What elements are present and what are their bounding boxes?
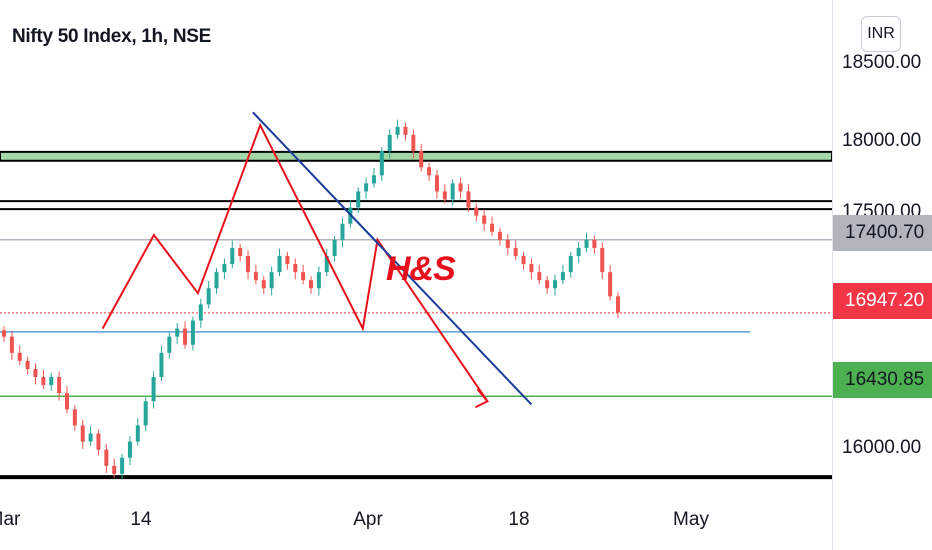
candle-body [143, 401, 148, 426]
candle-body [332, 239, 337, 256]
candle-body [127, 441, 132, 458]
current-price-label: 16947.20 [833, 283, 932, 319]
candle-body [183, 328, 188, 345]
candle-body [505, 239, 510, 248]
y-tick-label: 18500.00 [842, 52, 922, 73]
candle-body [309, 280, 313, 289]
candle-body [576, 247, 581, 256]
pattern-label: H&S [386, 250, 456, 288]
candle-body [545, 280, 550, 289]
candle-body [340, 223, 345, 240]
candle-body [261, 280, 266, 289]
x-tick-label: Apr [353, 509, 383, 530]
candle-body [592, 239, 597, 248]
x-tick-label: May [673, 509, 709, 530]
candle-body [9, 336, 14, 353]
currency-button[interactable]: INR [861, 16, 901, 52]
candle-body [88, 433, 93, 442]
candle-body [159, 352, 164, 378]
candle-body [112, 465, 117, 474]
x-tick-label: Mar [0, 509, 21, 530]
candle-body [427, 167, 432, 176]
candle-body [135, 425, 140, 442]
candle-body [482, 215, 487, 224]
chart-title: Nifty 50 Index, 1h, NSE [12, 26, 211, 47]
candle-body [214, 272, 219, 289]
candle-body [458, 183, 463, 192]
target-price-label: 16430.85 [833, 362, 932, 398]
candle-body [238, 247, 243, 256]
candle-body [253, 272, 258, 281]
candle-body [80, 425, 85, 442]
candle-body [466, 191, 471, 208]
candle-body [246, 255, 251, 273]
candle-body [96, 433, 101, 450]
candle-body [222, 264, 227, 273]
candle-body [364, 183, 369, 192]
candle-body [104, 449, 109, 466]
candle-body [72, 409, 77, 426]
candle-body [120, 457, 125, 474]
candle-body [553, 280, 558, 289]
candle-body [379, 151, 384, 176]
candle-body [25, 360, 30, 369]
candle-body [190, 320, 195, 345]
candle-body [17, 352, 22, 361]
candle-body [434, 175, 439, 192]
candle-body [41, 377, 46, 386]
candle-body [269, 272, 274, 289]
candle-body [521, 255, 526, 265]
candle-body [568, 255, 573, 273]
y-tick-label: 16000.00 [842, 437, 922, 458]
candle-body [450, 183, 455, 200]
candle-body [324, 255, 329, 273]
candle-body [387, 134, 392, 152]
last-price-label: 17400.70 [833, 215, 932, 251]
candle-body [584, 239, 589, 248]
y-tick-label: 18000.00 [842, 130, 922, 151]
candle-body [616, 296, 620, 313]
candle-body [490, 223, 495, 232]
candle-body [230, 247, 235, 265]
candle-body [277, 255, 282, 273]
candle-body [442, 191, 447, 200]
trendline [252, 111, 533, 406]
candle-body [285, 255, 290, 265]
candle-body [151, 377, 156, 402]
candle-body [560, 272, 565, 281]
arrow-head [474, 388, 490, 409]
candle-body [371, 175, 376, 184]
candle-body [49, 377, 54, 386]
hs-pattern-line [101, 122, 489, 402]
candle-body [356, 191, 361, 208]
candle-body [167, 336, 172, 353]
candle-body [537, 272, 542, 281]
candle-body [64, 393, 69, 410]
candle-body [513, 247, 518, 256]
candle-body [33, 368, 38, 378]
candle-body [175, 328, 180, 337]
price-axis-separator [832, 0, 833, 550]
candle-body [497, 231, 502, 240]
candle-body [411, 134, 416, 152]
candle-body [529, 264, 534, 273]
candle-body [474, 207, 479, 216]
candle-body [2, 330, 6, 337]
candle-body [395, 126, 400, 135]
candle-body [293, 264, 298, 273]
candle-body [419, 151, 424, 168]
candle-body [301, 272, 306, 281]
candle-body [198, 304, 203, 321]
resistance-zone [0, 150, 833, 162]
candle-body [600, 247, 605, 273]
candle-body [316, 272, 321, 289]
x-tick-label: 14 [130, 509, 152, 530]
candle-body [57, 377, 62, 394]
candle-body [403, 126, 408, 135]
candle-body [206, 288, 211, 305]
candle-body [608, 272, 613, 297]
x-tick-label: 18 [508, 509, 530, 530]
